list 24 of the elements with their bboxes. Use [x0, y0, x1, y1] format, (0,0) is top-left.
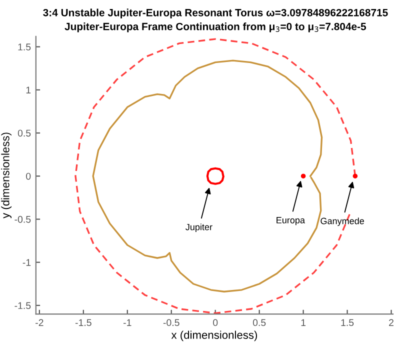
chart-title: 3:4 Unstable Jupiter-Europa Resonant Torus ω=3.09784896222168715 [43, 8, 388, 18]
y-tick-label: -1 [22, 259, 31, 266]
y-tick-label: 1 [26, 86, 31, 94]
x-tick-label: -2 [36, 319, 44, 326]
y-tick-label: 0 [26, 172, 31, 180]
x-tick-label: 2 [389, 319, 394, 326]
x-tick-label: -1 [123, 319, 132, 326]
annotation: Jupiter [186, 224, 212, 232]
annotation: Ganymede [320, 218, 364, 226]
x-tick-label: -1.5 [75, 319, 92, 326]
annotation: Europa [276, 217, 305, 226]
y-axis-title: y (dimensionless) [1, 132, 12, 218]
y-tick-label: -0.5 [14, 216, 31, 223]
y-tick-label: 0.5 [18, 130, 31, 137]
x-tick-label: 1.5 [341, 319, 354, 326]
y-tick-label: 1.5 [18, 44, 31, 50]
y-tick-label: -1.5 [14, 302, 31, 310]
x-tick-label: 0.5 [252, 319, 266, 326]
x-tick-label: 1 [301, 319, 306, 326]
chart-subtitle: Jupiter-Europa Frame Continuation from μ$_{3}$=0 to μ$_{3}$=7.804e-5 [64, 22, 366, 32]
x-tick-label: -0.5 [163, 319, 180, 326]
x-tick-label: 0 [213, 319, 218, 326]
x-axis-title: x (dimensionless) [171, 330, 257, 342]
line-series [206, 167, 224, 185]
